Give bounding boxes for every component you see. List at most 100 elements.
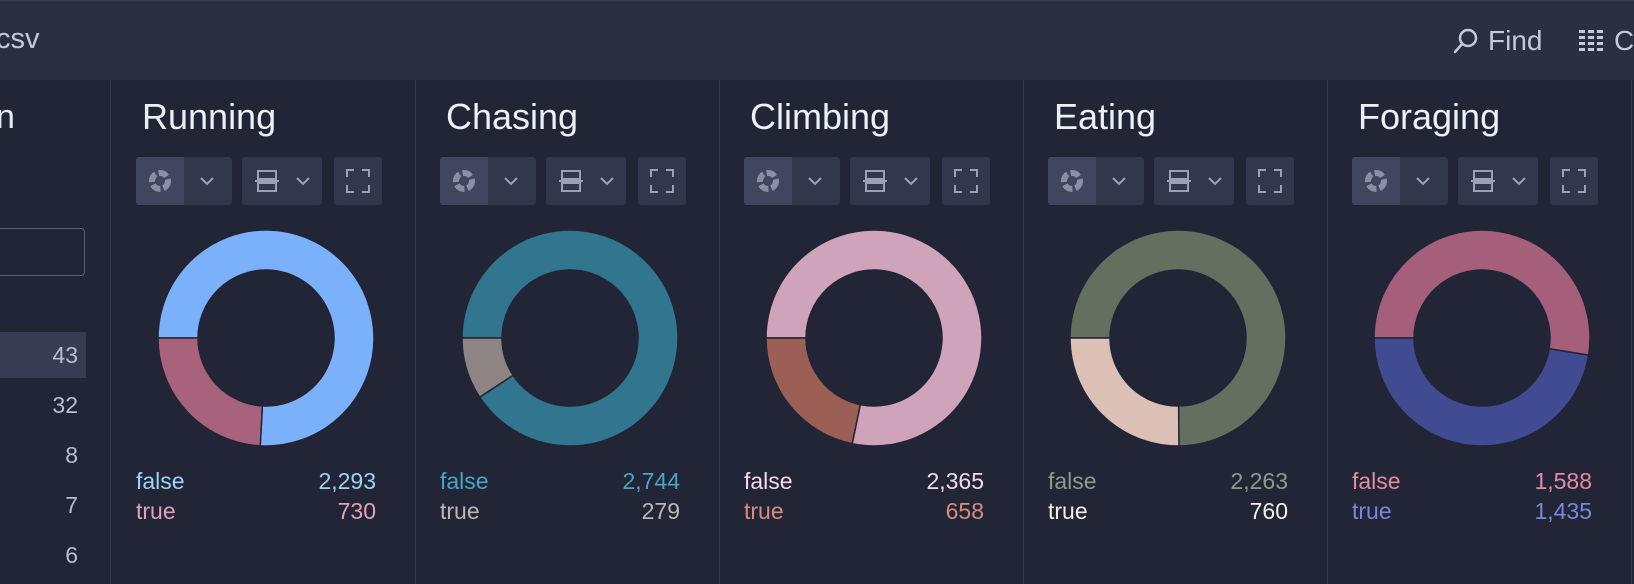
layout-icon [1167,170,1191,192]
chart-type-dropdown[interactable] [1048,157,1144,205]
chart-type-dropdown[interactable] [440,157,536,205]
chevron-down-icon [1112,177,1126,186]
donut-slice-false[interactable] [157,229,375,447]
chart-type-dropdown[interactable] [1352,157,1448,205]
chart-panel-foraging: Foraging [1328,80,1632,584]
legend-value: 2,293 [318,468,376,494]
legend-row-true[interactable]: true 760 [1048,498,1288,528]
chart-panel-running: Running [112,80,416,584]
legend-row-false[interactable]: false 2,263 [1048,468,1288,498]
panel-title: Chasing [446,96,579,137]
legend-row-true[interactable]: true 658 [744,498,984,528]
layout-dropdown[interactable] [1458,157,1538,205]
expand-button[interactable] [942,157,990,205]
legend-row-true[interactable]: true 279 [440,498,680,528]
donut-chart-icon [149,170,171,192]
layout-icon [559,170,583,192]
left-list-row[interactable]: 8 [65,442,78,468]
expand-icon [954,169,978,193]
chevron-down-icon [1416,177,1430,186]
find-button[interactable]: Find [1452,23,1542,59]
file-name: csv [0,23,40,55]
donut-chart-icon [757,170,779,192]
left-column-search-input[interactable] [0,228,85,276]
expand-icon [650,169,674,193]
layout-icon [1471,170,1495,192]
panel-title: Climbing [750,96,891,137]
donut-slice-false[interactable] [461,229,679,447]
layout-dropdown[interactable] [850,157,930,205]
donut-chart [1069,229,1287,447]
legend-label: true [136,498,176,524]
legend-label: false [1048,468,1097,494]
columns-button[interactable]: C [1578,23,1634,59]
legend-label: false [136,468,185,494]
legend-value: 1,435 [1534,498,1592,524]
expand-button[interactable] [638,157,686,205]
layout-dropdown[interactable] [546,157,626,205]
chart-type-dropdown[interactable] [744,157,840,205]
legend-row-false[interactable]: false 2,293 [136,468,376,498]
expand-icon [346,169,370,193]
chevron-down-icon [904,177,918,186]
left-list-row[interactable]: 7 [65,492,78,518]
chevron-down-icon [200,177,214,186]
layout-icon [863,170,887,192]
legend-label: true [744,498,784,524]
top-toolbar: csv Find C [0,0,1634,80]
donut-chart-icon [1365,170,1387,192]
donut-slice-true[interactable] [157,337,264,447]
left-list-row[interactable]: 32 [52,392,78,418]
legend-value: 658 [945,498,984,524]
donut-chart [765,229,983,447]
donut-chart-icon [453,170,475,192]
chevron-down-icon [296,177,310,186]
legend-label: false [440,468,489,494]
donut-chart [157,229,375,447]
panel-title: Foraging [1358,96,1501,137]
legend-row-true[interactable]: true 1,435 [1352,498,1592,528]
chart-panel-climbing: Climbing [720,80,1024,584]
donut-slice-true[interactable] [1373,337,1590,447]
panel-title: Eating [1054,96,1157,137]
legend-value: 2,365 [926,468,984,494]
donut-chart-icon [1061,170,1083,192]
donut-slice-false[interactable] [1069,229,1287,447]
chevron-down-icon [504,177,518,186]
expand-icon [1562,169,1586,193]
expand-button[interactable] [1246,157,1294,205]
chart-type-dropdown[interactable] [136,157,232,205]
left-list-row[interactable]: 43 [0,332,86,378]
expand-button[interactable] [334,157,382,205]
columns-label: C [1614,25,1634,56]
left-list-row[interactable]: 6 [65,542,78,568]
legend-label: false [1352,468,1401,494]
donut-slice-false[interactable] [765,229,983,447]
legend-row-true[interactable]: true 730 [136,498,376,528]
donut-slice-true[interactable] [765,337,862,445]
legend-label: true [440,498,480,524]
donut-slice-true[interactable] [1069,337,1180,447]
legend-value: 1,588 [1534,468,1592,494]
donut-chart [1373,229,1591,447]
legend-label: false [744,468,793,494]
donut-slice-true[interactable] [461,337,515,399]
legend-value: 2,744 [622,468,680,494]
legend-value: 2,263 [1230,468,1288,494]
chevron-down-icon [600,177,614,186]
layout-dropdown[interactable] [1154,157,1234,205]
panel-title: Running [142,96,277,137]
legend-row-false[interactable]: false 2,744 [440,468,680,498]
donut-chart [461,229,679,447]
search-icon [1453,28,1478,54]
layout-dropdown[interactable] [242,157,322,205]
left-column-title: n [0,98,15,136]
legend-value: 730 [337,498,376,524]
legend-row-false[interactable]: false 2,365 [744,468,984,498]
legend-row-false[interactable]: false 1,588 [1352,468,1592,498]
expand-button[interactable] [1550,157,1598,205]
layout-icon [255,170,279,192]
find-label: Find [1488,25,1543,56]
donut-slice-false[interactable] [1373,229,1591,356]
expand-icon [1258,169,1282,193]
